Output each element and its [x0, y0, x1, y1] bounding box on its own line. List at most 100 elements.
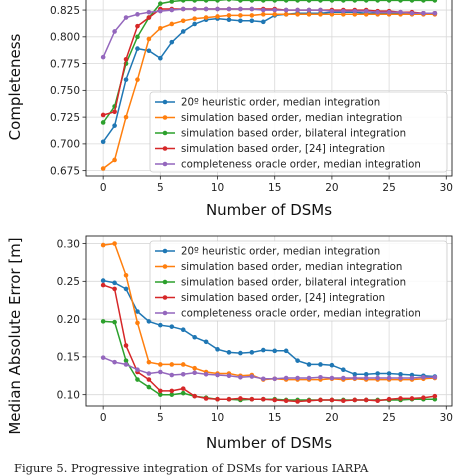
data-point	[238, 0, 243, 3]
data-point	[238, 13, 243, 18]
data-point	[272, 12, 278, 17]
legend-marker	[162, 115, 168, 120]
data-point	[260, 376, 266, 382]
data-point	[249, 0, 255, 3]
data-point	[203, 6, 209, 12]
legend-marker	[162, 279, 168, 285]
series-group	[100, 0, 438, 171]
data-point	[100, 242, 106, 248]
data-point	[272, 7, 278, 13]
data-point	[158, 25, 163, 31]
data-point	[180, 327, 186, 332]
x-tick-label: 5	[157, 412, 164, 424]
data-point	[318, 362, 323, 367]
data-point	[295, 375, 300, 381]
data-point	[329, 8, 335, 14]
legend-box	[149, 240, 448, 322]
data-point	[363, 371, 369, 377]
data-point	[226, 0, 232, 2]
x-tick-label: 15	[268, 182, 281, 194]
data-point	[341, 398, 346, 404]
data-point	[260, 19, 266, 25]
data-point	[215, 6, 220, 12]
x-axis-label: Number of DSMs	[206, 201, 332, 219]
data-point	[249, 18, 255, 24]
data-point	[226, 373, 232, 379]
data-point	[421, 10, 426, 16]
y-tick-label: 0.725	[50, 112, 80, 124]
y-tick-label: 0.15	[57, 352, 80, 364]
data-point	[180, 6, 186, 12]
legend-entry: 20º heuristic order, median integration	[181, 98, 380, 109]
data-point	[306, 12, 312, 17]
data-point	[100, 282, 106, 288]
legend-entry: simulation based order, median integrati…	[181, 113, 402, 124]
data-point	[421, 374, 426, 380]
data-point	[158, 55, 163, 61]
data-point	[421, 395, 426, 400]
data-point	[329, 0, 335, 3]
data-point	[295, 0, 300, 3]
data-point	[409, 0, 415, 3]
data-point	[341, 12, 346, 17]
legend-marker	[162, 99, 168, 105]
data-point	[158, 392, 163, 397]
data-point	[123, 362, 129, 367]
data-point	[329, 375, 335, 381]
data-point	[352, 375, 358, 381]
x-tick-label: 25	[382, 182, 395, 194]
data-point	[192, 393, 197, 399]
data-point	[169, 388, 175, 394]
data-point	[272, 376, 278, 382]
data-point	[158, 8, 163, 14]
data-point	[158, 369, 163, 375]
legend-marker	[162, 248, 168, 254]
data-point	[135, 34, 140, 40]
data-point	[283, 348, 289, 354]
legend-marker	[162, 130, 168, 136]
data-point	[329, 397, 335, 403]
data-point	[398, 9, 403, 15]
x-axis-label: Number of DSMs	[206, 434, 332, 452]
data-point	[421, 0, 426, 3]
data-point	[260, 347, 266, 353]
x-tick-label: 30	[440, 412, 453, 424]
legend-marker	[162, 295, 168, 300]
data-point	[272, 0, 278, 3]
data-point	[306, 0, 312, 3]
data-point	[146, 36, 152, 42]
legend-entry: completeness oracle order, median integr…	[181, 160, 421, 171]
data-point	[112, 280, 117, 286]
y-axis-label: Median Absolute Error [m]	[6, 237, 24, 434]
data-point	[100, 120, 106, 125]
data-point	[398, 371, 403, 377]
data-point	[215, 347, 220, 352]
data-point	[146, 15, 152, 20]
y-tick-label: 0.700	[50, 139, 80, 151]
legend-entry: simulation based order, bilateral integr…	[181, 278, 406, 289]
data-point	[180, 0, 186, 3]
data-point	[260, 12, 266, 17]
data-point	[100, 278, 106, 283]
data-point	[215, 0, 220, 3]
x-tick-label: 5	[157, 182, 164, 194]
data-point	[123, 77, 129, 82]
data-point	[295, 358, 300, 363]
data-point	[341, 0, 346, 3]
legend: 20º heuristic order, median integration s…	[149, 91, 448, 173]
data-point	[295, 7, 300, 13]
data-point	[100, 139, 106, 145]
data-point	[192, 334, 197, 340]
data-point	[112, 157, 117, 163]
data-point	[432, 0, 438, 3]
data-point	[272, 348, 278, 354]
data-point	[203, 371, 209, 377]
data-point	[238, 6, 243, 12]
series-group	[100, 241, 438, 404]
data-point	[329, 12, 335, 17]
y-tick-label: 0.800	[50, 32, 80, 44]
data-point	[386, 371, 392, 376]
legend-marker	[162, 310, 168, 316]
x-tick-label: 30	[440, 182, 453, 194]
